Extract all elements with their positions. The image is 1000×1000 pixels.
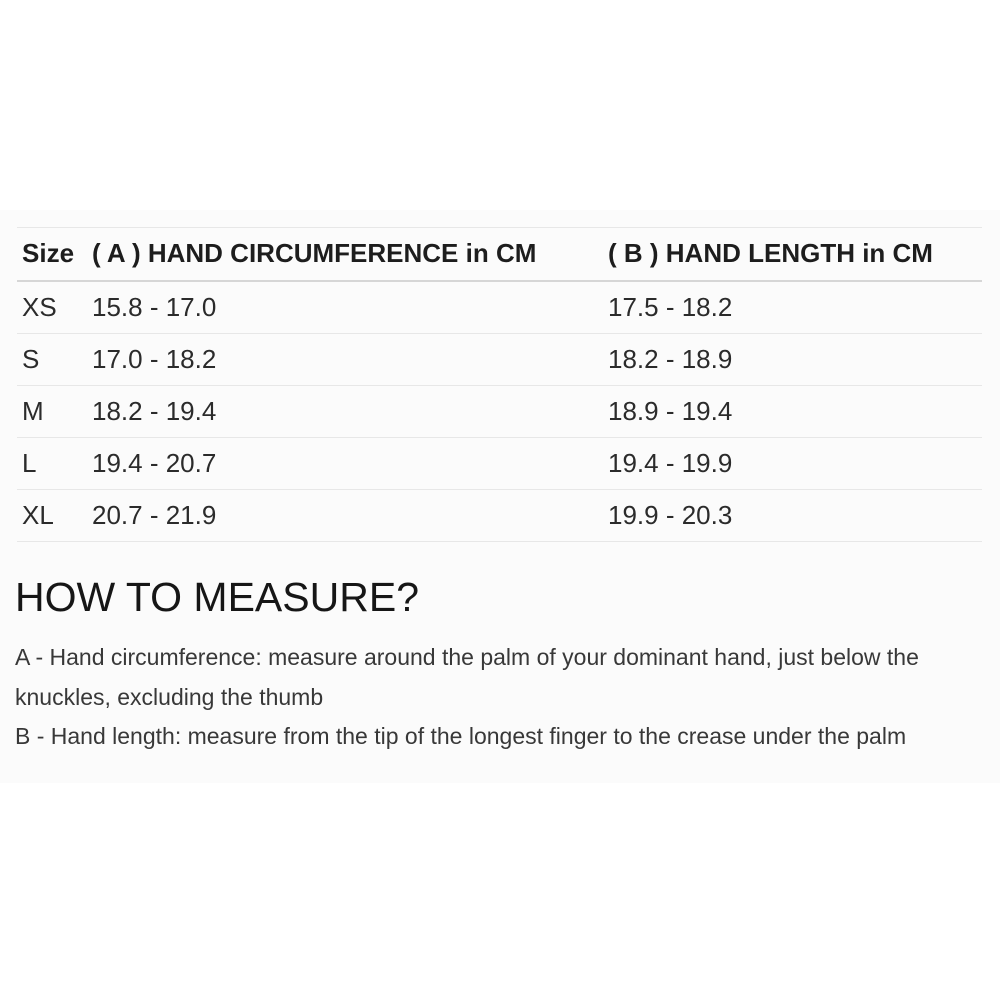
hand-length-value: 18.2 - 18.9 — [608, 333, 982, 386]
hand-circumference-value: 18.2 - 19.4 — [92, 385, 608, 438]
size-label: M — [17, 385, 92, 438]
table-row-xs: XS 15.8 - 17.0 17.5 - 18.2 — [17, 281, 982, 334]
size-chart-table: Size ( A ) HAND CIRCUMFERENCE in CM ( B … — [17, 227, 982, 542]
size-guide-section: Size ( A ) HAND CIRCUMFERENCE in CM ( B … — [0, 210, 1000, 783]
hand-circumference-value: 20.7 - 21.9 — [92, 489, 608, 542]
hand-length-value: 18.9 - 19.4 — [608, 385, 982, 438]
size-label: S — [17, 333, 92, 386]
size-label: L — [17, 437, 92, 490]
column-header-hand-circumference: ( A ) HAND CIRCUMFERENCE in CM — [92, 227, 608, 282]
size-label: XS — [17, 281, 92, 334]
table-header-row: Size ( A ) HAND CIRCUMFERENCE in CM ( B … — [17, 227, 982, 282]
instruction-hand-length: B - Hand length: measure from the tip of… — [15, 723, 907, 749]
hand-length-value: 19.9 - 20.3 — [608, 489, 982, 542]
size-label: XL — [17, 489, 92, 542]
hand-length-value: 17.5 - 18.2 — [608, 281, 982, 334]
instruction-hand-circumference: A - Hand circumference: measure around t… — [15, 644, 919, 710]
column-header-size: Size — [17, 227, 92, 282]
column-header-hand-length: ( B ) HAND LENGTH in CM — [608, 227, 982, 282]
how-to-measure-heading: HOW TO MEASURE? — [15, 574, 419, 620]
hand-circumference-value: 15.8 - 17.0 — [92, 281, 608, 334]
table-row-s: S 17.0 - 18.2 18.2 - 18.9 — [17, 333, 982, 386]
table-row-l: L 19.4 - 20.7 19.4 - 19.9 — [17, 437, 982, 490]
hand-length-value: 19.4 - 19.9 — [608, 437, 982, 490]
hand-circumference-value: 19.4 - 20.7 — [92, 437, 608, 490]
hand-circumference-value: 17.0 - 18.2 — [92, 333, 608, 386]
table-row-xl: XL 20.7 - 21.9 19.9 - 20.3 — [17, 489, 982, 542]
table-row-m: M 18.2 - 19.4 18.9 - 19.4 — [17, 385, 982, 438]
